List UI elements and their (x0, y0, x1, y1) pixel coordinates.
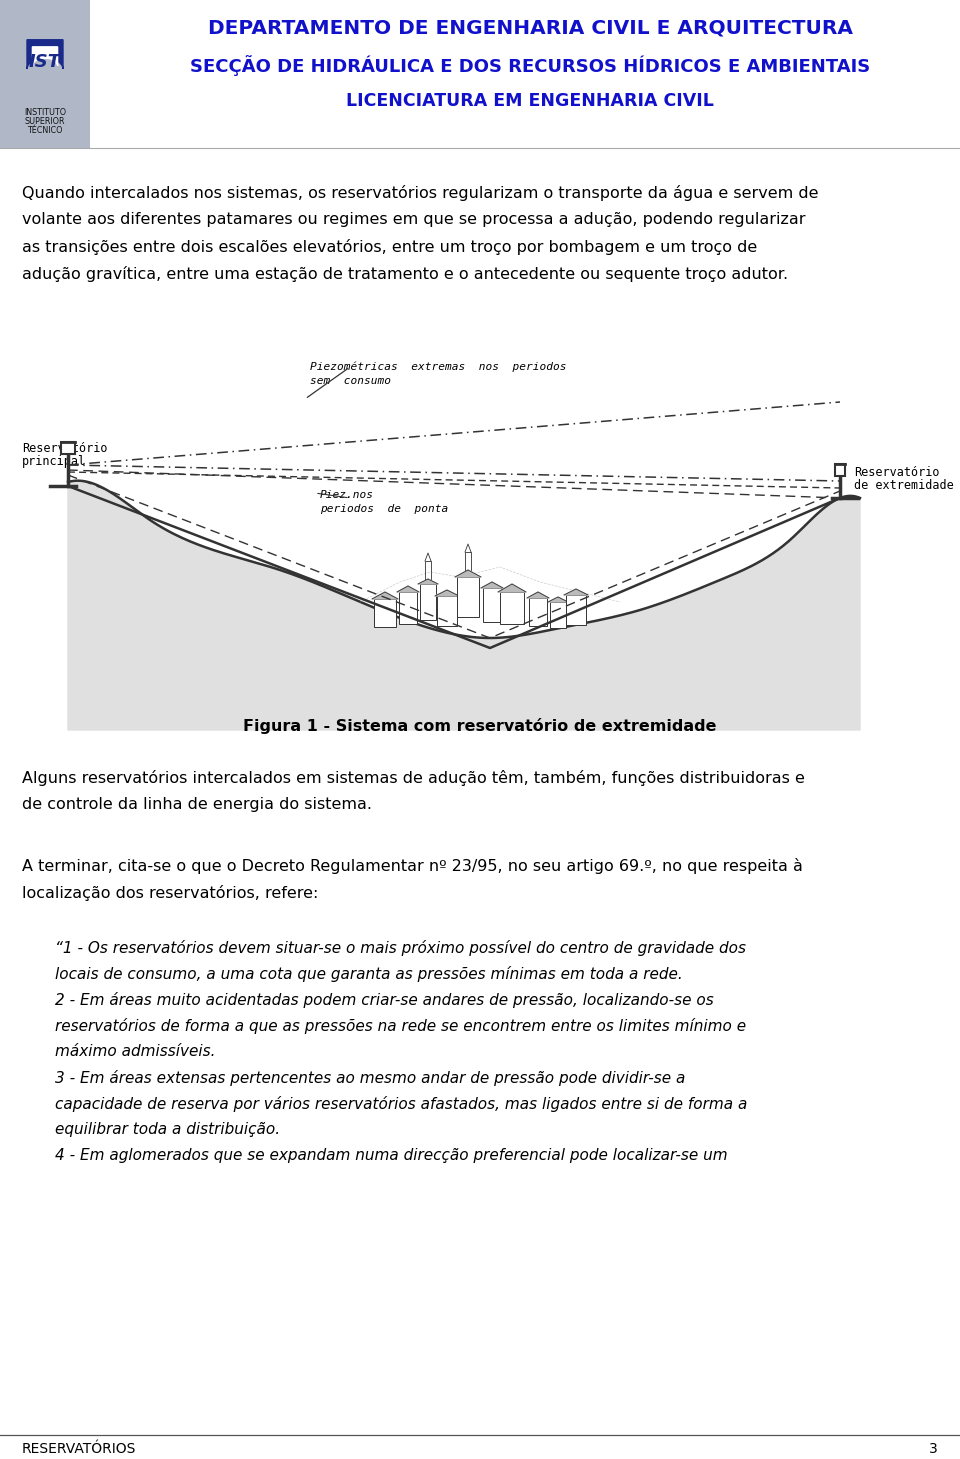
Bar (437, 595, 457, 626)
Text: principal: principal (22, 455, 86, 468)
Text: TÉCNICO: TÉCNICO (27, 125, 62, 136)
Bar (457, 576, 479, 617)
Bar (374, 600, 396, 627)
Text: DEPARTAMENTO DE ENGENHARIA CIVIL E ARQUITECTURA: DEPARTAMENTO DE ENGENHARIA CIVIL E ARQUI… (207, 18, 852, 36)
Polygon shape (418, 579, 438, 584)
Bar (550, 603, 566, 627)
Polygon shape (68, 480, 860, 730)
Bar (0, 0, 90, 147)
Polygon shape (455, 570, 481, 576)
Bar (61, 442, 75, 454)
Polygon shape (27, 39, 63, 69)
Bar (529, 598, 547, 626)
Text: as transições entre dois escalões elevatórios, entre um troço por bombagem e um : as transições entre dois escalões elevat… (22, 239, 757, 255)
Text: periodos  de  ponta: periodos de ponta (320, 503, 448, 514)
Polygon shape (564, 589, 588, 595)
Polygon shape (33, 47, 58, 66)
Text: de controle da linha de energia do sistema.: de controle da linha de energia do siste… (22, 797, 372, 813)
Bar (399, 592, 417, 624)
Polygon shape (527, 592, 549, 598)
Text: locais de consumo, a uma cota que garanta as pressões mínimas em toda a rede.: locais de consumo, a uma cota que garant… (55, 966, 683, 982)
Text: Piezométricas  extremas  nos  periodos: Piezométricas extremas nos periodos (310, 362, 566, 372)
Bar (483, 588, 501, 622)
Polygon shape (372, 592, 398, 600)
Text: localização dos reservatórios, refere:: localização dos reservatórios, refere: (22, 886, 319, 902)
Text: volante aos diferentes patamares ou regimes em que se processa a adução, podendo: volante aos diferentes patamares ou regi… (22, 212, 805, 228)
Polygon shape (548, 597, 568, 603)
Polygon shape (498, 584, 526, 592)
Text: capacidade de reserva por vários reservatórios afastados, mas ligados entre si d: capacidade de reserva por vários reserva… (55, 1096, 748, 1112)
Bar (420, 584, 436, 620)
Text: SECÇÃO DE HIDRÁULICA E DOS RECURSOS HÍDRICOS E AMBIENTAIS: SECÇÃO DE HIDRÁULICA E DOS RECURSOS HÍDR… (190, 55, 870, 76)
Text: de extremidade: de extremidade (854, 479, 953, 492)
Text: Reservatório: Reservatório (854, 465, 940, 479)
Text: sem  consumo: sem consumo (310, 376, 391, 387)
Text: RESERVATÓRIOS: RESERVATÓRIOS (22, 1441, 136, 1456)
Text: LICENCIATURA EM ENGENHARIA CIVIL: LICENCIATURA EM ENGENHARIA CIVIL (346, 92, 714, 109)
Text: Figura 1 - Sistema com reservatório de extremidade: Figura 1 - Sistema com reservatório de e… (243, 718, 717, 734)
Text: SUPERIOR: SUPERIOR (25, 117, 65, 125)
Text: reservatórios de forma a que as pressões na rede se encontrem entre os limites m: reservatórios de forma a que as pressões… (55, 1018, 746, 1034)
Text: máximo admissíveis.: máximo admissíveis. (55, 1045, 215, 1059)
Polygon shape (435, 589, 459, 595)
Bar (835, 464, 845, 476)
Text: IST: IST (29, 53, 61, 71)
Text: 2 - Em áreas muito acidentadas podem criar-se andares de pressão, localizando-se: 2 - Em áreas muito acidentadas podem cri… (55, 992, 713, 1008)
Text: “1 - Os reservatórios devem situar-se o mais próximo possível do centro de gravi: “1 - Os reservatórios devem situar-se o … (55, 940, 746, 956)
Text: 3: 3 (929, 1441, 938, 1456)
Text: equilibrar toda a distribuição.: equilibrar toda a distribuição. (55, 1122, 280, 1137)
Text: A terminar, cita-se o que o Decreto Regulamentar nº 23/95, no seu artigo 69.º, n: A terminar, cita-se o que o Decreto Regu… (22, 858, 803, 874)
Text: adução gravítica, entre uma estação de tratamento e o antecedente ou sequente tr: adução gravítica, entre uma estação de t… (22, 266, 788, 282)
Text: Quando intercalados nos sistemas, os reservatórios regularizam o transporte da á: Quando intercalados nos sistemas, os res… (22, 185, 819, 201)
Bar (566, 595, 586, 624)
Polygon shape (481, 582, 503, 588)
Text: Piez.nos: Piez.nos (320, 490, 374, 500)
Text: INSTITUTO: INSTITUTO (24, 108, 66, 117)
Bar (500, 592, 524, 624)
Text: 3 - Em áreas extensas pertencentes ao mesmo andar de pressão pode dividir-se a: 3 - Em áreas extensas pertencentes ao me… (55, 1069, 685, 1085)
Text: Reservatório: Reservatório (22, 442, 108, 455)
Polygon shape (397, 587, 419, 592)
Text: 4 - Em aglomerados que se expandam numa direcção preferencial pode localizar-se : 4 - Em aglomerados que se expandam numa … (55, 1148, 728, 1163)
Text: Alguns reservatórios intercalados em sistemas de adução têm, também, funções dis: Alguns reservatórios intercalados em sis… (22, 770, 804, 786)
